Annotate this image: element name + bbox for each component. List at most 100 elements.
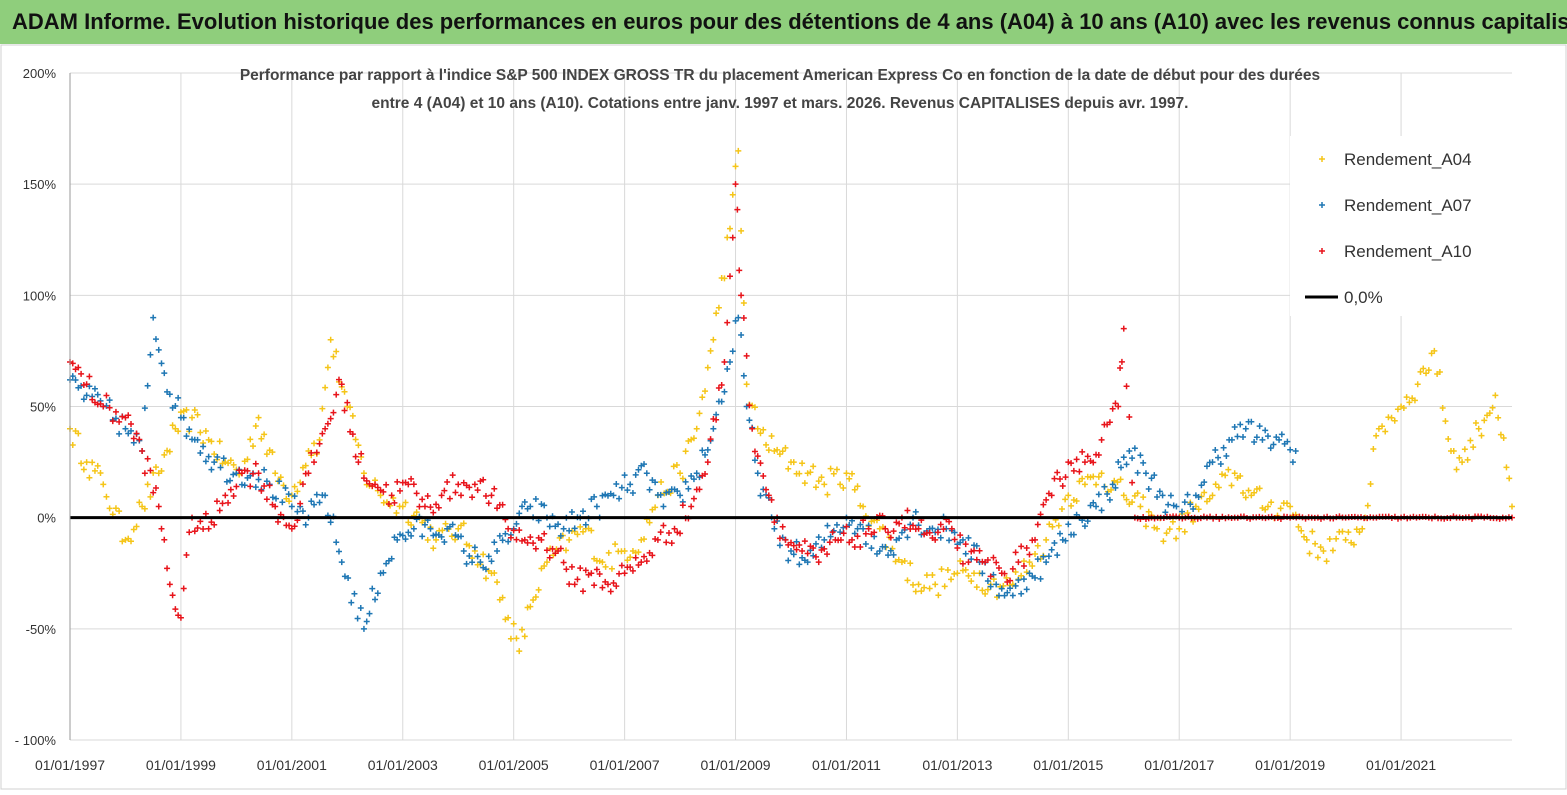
point-a07	[233, 470, 240, 477]
point-a04	[1184, 509, 1191, 516]
point-a04	[1333, 535, 1340, 542]
point-a10	[657, 529, 664, 536]
point-a07	[202, 458, 209, 465]
point-a04	[1163, 530, 1170, 537]
point-a07	[987, 583, 994, 590]
point-a07	[491, 539, 498, 546]
point-a04	[901, 558, 908, 565]
point-a07	[796, 561, 803, 568]
point-a04	[311, 440, 318, 447]
point-a04	[1506, 475, 1513, 482]
point-a04	[1503, 464, 1510, 471]
point-a04	[876, 525, 883, 532]
point-a04	[227, 457, 234, 464]
point-a10	[849, 536, 856, 543]
point-a10	[164, 565, 171, 572]
point-a10	[957, 532, 964, 539]
point-a07	[1131, 445, 1138, 452]
point-a10	[1084, 453, 1091, 460]
point-a07	[469, 559, 476, 566]
point-a04	[516, 648, 523, 655]
data-points	[67, 147, 1515, 655]
point-a10	[779, 523, 786, 530]
point-a04	[1166, 526, 1173, 533]
point-a04	[448, 533, 455, 540]
point-a07	[172, 403, 179, 410]
point-a10	[100, 403, 107, 410]
point-a07	[69, 373, 76, 380]
axes: 01/01/1997 01/01/1999 01/01/2001 01/01/2003…	[15, 66, 1437, 773]
point-a07	[441, 539, 448, 546]
point-a04	[898, 559, 905, 566]
point-a07	[771, 525, 778, 532]
point-a07	[1179, 508, 1185, 515]
point-a04	[133, 523, 140, 530]
point-a07	[1045, 553, 1052, 560]
point-a10	[247, 483, 254, 490]
point-a04	[1245, 487, 1252, 494]
point-a10	[679, 502, 686, 509]
point-a04	[319, 405, 326, 412]
point-a04	[1142, 523, 1149, 530]
point-a04	[1467, 437, 1474, 444]
point-a07	[496, 532, 503, 539]
point-a10	[962, 541, 969, 548]
point-a04	[324, 364, 331, 371]
point-a10	[1109, 405, 1116, 412]
point-a04	[774, 446, 781, 453]
point-a04	[710, 336, 717, 343]
point-a07	[652, 479, 659, 486]
point-a04	[1181, 528, 1188, 535]
point-a10	[663, 539, 670, 546]
point-a10	[130, 435, 137, 442]
point-a10	[854, 533, 861, 540]
point-a04	[169, 422, 176, 429]
point-a04	[1228, 482, 1235, 489]
point-a04	[543, 559, 550, 566]
point-a10	[152, 484, 159, 491]
point-a10	[613, 583, 620, 590]
point-a04	[807, 469, 814, 476]
point-a04	[69, 442, 76, 449]
point-a10	[83, 381, 90, 388]
point-a10	[1081, 459, 1088, 466]
y-tick-label: 150%	[23, 177, 57, 192]
point-a04	[147, 493, 154, 500]
point-a10	[749, 425, 756, 432]
point-a07	[965, 534, 972, 541]
point-a07	[1248, 418, 1255, 425]
point-a04	[1029, 563, 1036, 570]
point-a04	[971, 570, 978, 577]
point-a07	[962, 550, 969, 557]
point-a04	[815, 478, 822, 485]
point-a07	[460, 548, 467, 555]
point-a07	[1173, 503, 1180, 510]
y-tick-label: 200%	[23, 66, 57, 81]
point-a07	[348, 599, 355, 606]
point-a07	[291, 493, 298, 500]
point-a07	[541, 502, 548, 509]
point-a07	[1023, 586, 1030, 593]
point-a07	[1195, 493, 1202, 500]
point-a04	[250, 443, 257, 450]
point-a10	[419, 496, 426, 503]
point-a04	[94, 462, 101, 469]
point-a10	[1059, 483, 1066, 490]
point-a10	[327, 415, 334, 422]
point-a10	[236, 467, 243, 474]
point-a04	[1137, 503, 1144, 510]
point-a04	[322, 384, 329, 391]
point-a07	[627, 481, 634, 488]
point-a07	[183, 433, 190, 440]
point-a10	[1051, 475, 1058, 482]
point-a07	[158, 360, 165, 367]
point-a04	[751, 404, 758, 411]
point-a04	[658, 479, 665, 486]
point-a07	[499, 537, 506, 544]
point-a07	[220, 455, 227, 462]
legend-label: Rendement_A04	[1344, 150, 1472, 169]
point-a04	[837, 481, 844, 488]
point-a04	[1065, 492, 1072, 499]
point-a04	[1309, 528, 1316, 535]
point-a10	[641, 553, 648, 560]
